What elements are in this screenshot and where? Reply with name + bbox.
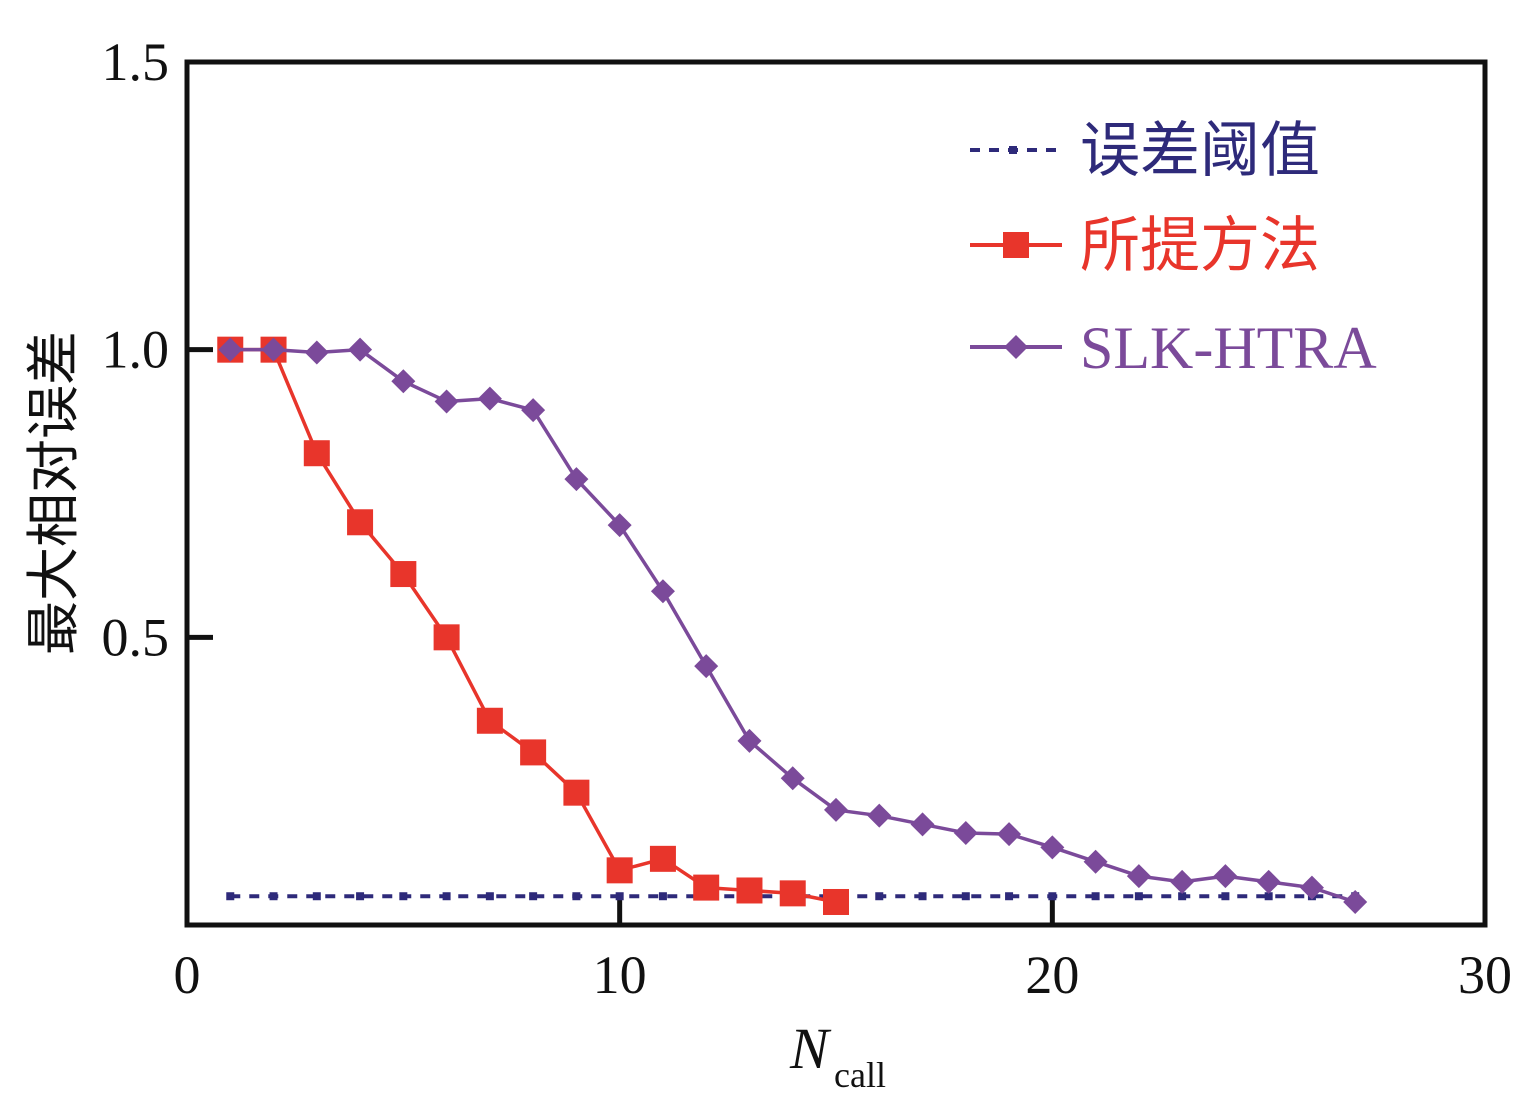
data-point-error-threshold bbox=[226, 892, 235, 901]
data-point-error-threshold bbox=[1264, 892, 1273, 901]
data-point-proposed-method bbox=[347, 509, 374, 536]
data-point-slk-htra bbox=[304, 340, 329, 365]
data-point-slk-htra bbox=[1213, 864, 1238, 889]
data-point-proposed-method bbox=[520, 739, 547, 766]
y-tick-label: 0.5 bbox=[102, 607, 170, 667]
data-point-error-threshold bbox=[875, 892, 884, 901]
data-point-slk-htra bbox=[694, 654, 719, 679]
series-line-proposed-method bbox=[230, 347, 837, 904]
data-point-proposed-method bbox=[779, 880, 806, 907]
series-slk-htra bbox=[218, 337, 1368, 914]
data-point-slk-htra bbox=[1083, 849, 1108, 874]
data-point-proposed-method bbox=[433, 624, 460, 651]
data-point-slk-htra bbox=[1126, 864, 1151, 889]
data-point-slk-htra bbox=[1256, 869, 1281, 894]
data-point-error-threshold bbox=[356, 892, 365, 901]
series-proposed-method bbox=[217, 336, 849, 915]
plot-frame bbox=[184, 59, 1488, 928]
data-point-error-threshold bbox=[961, 892, 970, 901]
data-point-error-threshold bbox=[1221, 892, 1230, 901]
data-point-proposed-method bbox=[563, 779, 590, 806]
data-point-proposed-method bbox=[693, 874, 720, 901]
data-point-slk-htra bbox=[218, 337, 243, 362]
series-layer bbox=[217, 336, 1368, 915]
data-point-error-threshold bbox=[1134, 892, 1143, 901]
data-point-error-threshold bbox=[572, 892, 581, 901]
x-axis-label: N call bbox=[789, 1016, 886, 1095]
data-point-slk-htra bbox=[521, 398, 546, 423]
data-point-slk-htra bbox=[391, 369, 416, 394]
data-point-slk-htra bbox=[261, 337, 286, 362]
data-point-error-threshold bbox=[615, 892, 624, 901]
legend-item-proposed-method: 所提方法 bbox=[970, 213, 1320, 279]
data-point-error-threshold bbox=[1048, 892, 1057, 901]
data-point-error-threshold bbox=[399, 892, 408, 901]
x-tick-label: 20 bbox=[1025, 945, 1079, 1005]
data-point-slk-htra bbox=[997, 822, 1022, 847]
y-axis-label: 最大相对误差 bbox=[24, 331, 84, 655]
axis-ticks bbox=[187, 347, 1055, 925]
data-point-error-threshold bbox=[1178, 892, 1187, 901]
data-point-error-threshold bbox=[485, 892, 494, 901]
data-point-slk-htra bbox=[867, 803, 892, 828]
data-point-proposed-method bbox=[823, 888, 849, 915]
data-point-slk-htra bbox=[348, 337, 373, 362]
x-axis-label-main: N bbox=[789, 1016, 832, 1081]
data-point-slk-htra bbox=[910, 812, 935, 837]
data-point-slk-htra bbox=[477, 386, 502, 411]
data-point-error-threshold bbox=[442, 892, 451, 901]
legend-marker-proposed-method bbox=[1003, 232, 1029, 258]
data-point-error-threshold bbox=[269, 892, 278, 901]
data-point-slk-htra bbox=[737, 728, 762, 753]
legend-item-error-threshold: 误差阈值 bbox=[970, 118, 1320, 184]
data-point-slk-htra bbox=[564, 467, 589, 492]
data-point-slk-htra bbox=[1170, 869, 1195, 894]
data-point-error-threshold bbox=[1091, 892, 1100, 901]
legend-label-proposed-method: 所提方法 bbox=[1080, 213, 1320, 279]
data-point-slk-htra bbox=[607, 513, 632, 538]
data-point-proposed-method bbox=[649, 845, 676, 872]
tick-labels: 0 10 20 30 0.5 1.0 1.5 bbox=[102, 32, 1513, 1005]
data-point-slk-htra bbox=[1040, 835, 1065, 860]
y-tick-label: 1.5 bbox=[102, 32, 170, 92]
x-tick-label: 10 bbox=[593, 945, 647, 1005]
legend-label-slk-htra: SLK-HTRA bbox=[1080, 315, 1377, 381]
data-point-proposed-method bbox=[606, 857, 633, 884]
data-point-slk-htra bbox=[434, 389, 459, 414]
x-tick-label: 0 bbox=[174, 945, 201, 1005]
data-point-proposed-method bbox=[476, 707, 503, 734]
data-point-slk-htra bbox=[1343, 889, 1368, 914]
data-point-slk-htra bbox=[824, 797, 848, 822]
x-tick-label: 30 bbox=[1458, 945, 1512, 1005]
data-point-proposed-method bbox=[736, 877, 763, 904]
data-point-error-threshold bbox=[918, 892, 927, 901]
legend-item-slk-htra: SLK-HTRA bbox=[970, 315, 1377, 381]
y-tick-label: 1.0 bbox=[102, 320, 170, 380]
x-axis-label-subscript: call bbox=[834, 1055, 886, 1095]
legend-label-error-threshold: 误差阈值 bbox=[1080, 118, 1320, 184]
data-point-error-threshold bbox=[312, 892, 321, 901]
data-point-slk-htra bbox=[780, 766, 805, 791]
data-point-error-threshold bbox=[529, 892, 538, 901]
legend: 误差阈值 所提方法 SLK-HTRA bbox=[970, 118, 1377, 381]
data-point-proposed-method bbox=[390, 561, 417, 588]
data-point-slk-htra bbox=[953, 820, 978, 845]
data-point-slk-htra bbox=[650, 579, 675, 604]
series-line-slk-htra bbox=[230, 347, 1356, 904]
data-point-proposed-method bbox=[303, 440, 330, 467]
legend-marker-slk-htra bbox=[1004, 335, 1028, 359]
data-point-error-threshold bbox=[658, 892, 667, 901]
legend-marker-error-threshold bbox=[1009, 146, 1017, 154]
data-point-error-threshold bbox=[1005, 892, 1014, 901]
data-point-slk-htra bbox=[1299, 875, 1324, 900]
